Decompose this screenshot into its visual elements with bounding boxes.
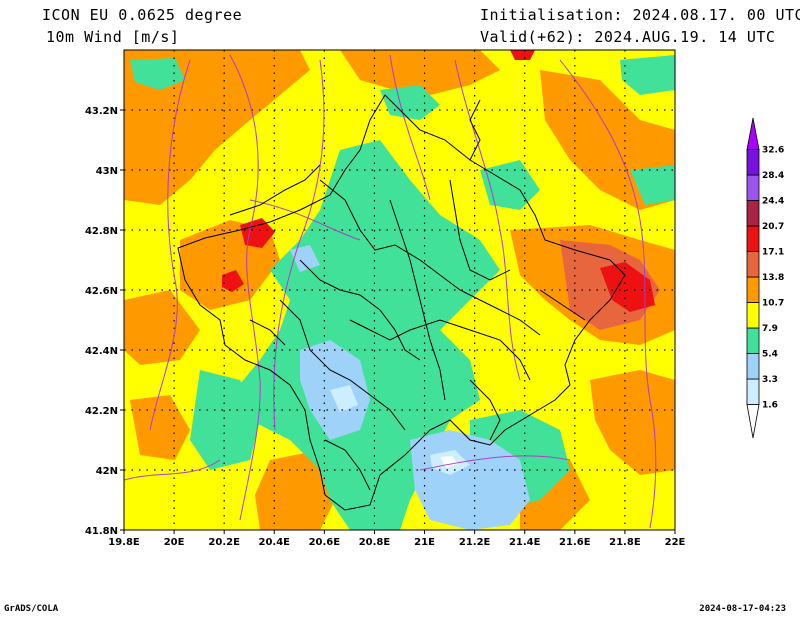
render-timestamp: 2024-08-17-04:23: [699, 604, 786, 614]
lon-tick-label: 21.6E: [559, 537, 591, 548]
software-credit: GrADS/COLA: [4, 604, 59, 614]
lon-tick-label: 20E: [164, 537, 185, 548]
colorbar-legend: 1.6 3.3 5.4 7.9 10.7 13.8 17.1 20.7 24.4 28.4 32.6: [746, 117, 784, 439]
legend-level-label: 32.6: [762, 146, 784, 156]
lat-tick-label: 43N: [96, 166, 118, 177]
legend-level-label: 5.4: [762, 350, 778, 360]
legend-swatch: [746, 117, 760, 150]
wind-speed-field: [124, 50, 675, 530]
legend-level-label: 28.4: [762, 171, 784, 181]
lat-tick-label: 42N: [96, 466, 118, 477]
legend-level-label: 24.4: [762, 197, 784, 207]
legend-swatch: [746, 149, 760, 176]
lon-tick-label: 20.6E: [309, 537, 341, 548]
lat-tick-label: 42.4N: [85, 346, 118, 357]
lon-tick-label: 19.8E: [108, 537, 140, 548]
lat-tick-label: 42.2N: [85, 406, 118, 417]
legend-swatch: [746, 404, 760, 439]
legend-swatch: [746, 225, 760, 252]
lon-tick-label: 22E: [665, 537, 686, 548]
lat-tick-label: 42.8N: [85, 226, 118, 237]
lon-tick-label: 21.2E: [459, 537, 491, 548]
streamlines: [124, 54, 657, 529]
legend-level-label: 1.6: [762, 401, 778, 411]
lon-tick-label: 20.2E: [208, 537, 240, 548]
legend-swatch: [746, 378, 760, 405]
lon-tick-label: 21E: [414, 537, 435, 548]
legend-level-label: 17.1: [762, 248, 784, 258]
graticule: [124, 50, 675, 530]
legend-swatch: [746, 353, 760, 380]
lat-tick-label: 43.2N: [85, 106, 118, 117]
legend-level-label: 20.7: [762, 222, 784, 232]
legend-swatch: [746, 200, 760, 227]
initialisation-time: Initialisation: 2024.08.17. 00 UTC: [480, 6, 800, 24]
boundaries: [177, 94, 626, 511]
model-title: ICON EU 0.0625 degree: [42, 6, 243, 24]
legend-level-label: 7.9: [762, 324, 778, 334]
lon-tick-label: 21.8E: [609, 537, 641, 548]
legend-level-label: 13.8: [762, 273, 784, 283]
valid-time: Valid(+62): 2024.AUG.19. 14 UTC: [480, 28, 776, 46]
legend-swatch: [746, 276, 760, 303]
legend-swatch: [746, 302, 760, 329]
legend-level-label: 10.7: [762, 299, 784, 309]
legend-swatch: [746, 251, 760, 278]
lat-tick-label: 42.6N: [85, 286, 118, 297]
legend-swatch: [746, 327, 760, 354]
lon-tick-label: 21.4E: [509, 537, 541, 548]
lat-tick-label: 41.8N: [85, 526, 118, 537]
legend-level-label: 3.3: [762, 375, 778, 385]
legend-swatch: [746, 174, 760, 201]
lon-tick-label: 20.4E: [259, 537, 291, 548]
lon-tick-label: 20.8E: [359, 537, 391, 548]
axes: 19.8E 20E 20.2E 20.4E 20.6E 20.8E 21E 21.2E 21.4…: [85, 106, 686, 548]
field-title: 10m Wind [m/s]: [46, 28, 180, 46]
